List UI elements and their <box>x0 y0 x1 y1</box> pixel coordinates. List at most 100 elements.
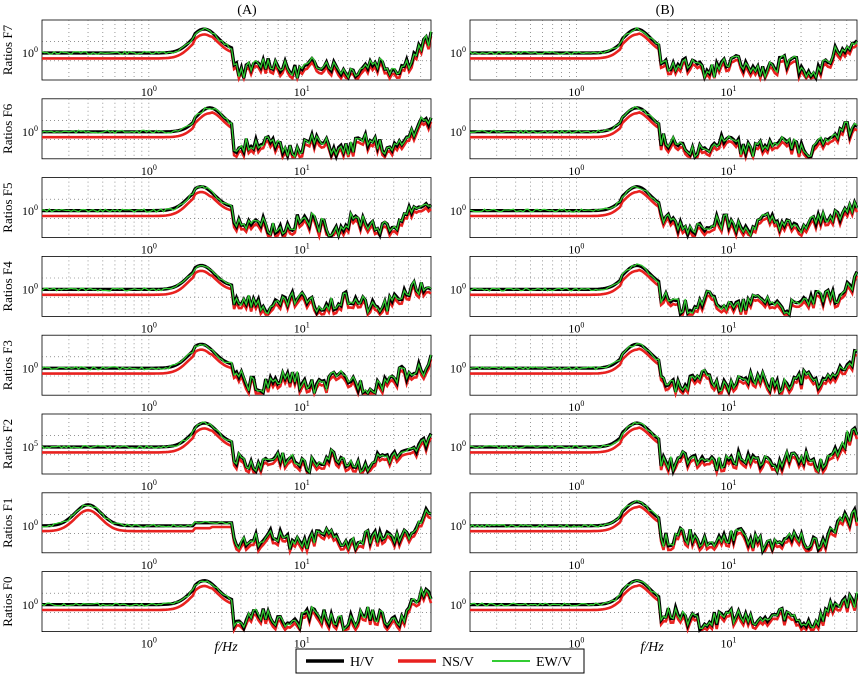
y-tick-label: 100 <box>22 124 38 139</box>
y-axis-label: Ratios F7 <box>0 24 15 75</box>
panel-a-5: 105 100 101 Ratios F2 <box>0 413 433 493</box>
series-nsv <box>470 32 858 83</box>
y-tick-label: 100 <box>22 45 38 60</box>
x-tick-label: 101 <box>720 163 736 178</box>
series-ewv <box>41 27 432 80</box>
y-tick-label: 100 <box>450 45 466 60</box>
panel-frame <box>41 334 432 396</box>
y-tick-label: 100 <box>450 203 466 218</box>
panel-a-3: 100 100 101 Ratios F4 <box>0 255 432 335</box>
y-axis-label: Ratios F6 <box>0 103 15 154</box>
series-ewv <box>469 185 858 238</box>
panel-a-6: 100 100 101 Ratios F1 <box>0 492 432 572</box>
x-tick-label: 101 <box>294 478 310 493</box>
x-tick-label: 100 <box>141 84 157 99</box>
x-tick-label: 101 <box>720 84 736 99</box>
series-ewv <box>469 263 858 316</box>
x-tick-label: 101 <box>294 163 310 178</box>
y-tick-label: 100 <box>450 597 466 612</box>
panel-a-4: 100 100 101 Ratios F3 <box>0 334 433 414</box>
x-tick-label: 101 <box>720 636 736 651</box>
x-tick-label: 100 <box>141 636 157 651</box>
x-tick-label: 101 <box>294 557 310 572</box>
series-ewv <box>41 264 432 315</box>
y-axis-label: Ratios F5 <box>0 182 15 232</box>
y-axis-label: Ratios F1 <box>0 498 15 548</box>
x-tick-label: 100 <box>141 557 157 572</box>
y-tick-label: 100 <box>22 518 38 533</box>
panel-frame <box>469 19 858 81</box>
panel-b-1: 100 100 101 <box>450 98 858 178</box>
panel-b-0: 100 100 101 <box>450 19 858 99</box>
x-tick-label: 100 <box>568 478 584 493</box>
series-ewv <box>469 421 858 474</box>
y-tick-label: 100 <box>22 203 38 218</box>
y-axis-label: Ratios F0 <box>0 576 15 626</box>
panel-a-7: 100 100 101 Ratios F0 <box>0 571 433 651</box>
panel-a-0: 100 100 101 Ratios F7 <box>0 19 433 99</box>
x-tick-label: 101 <box>720 242 736 257</box>
x-tick-label: 100 <box>568 242 584 257</box>
x-axis-label-b: f/Hz <box>640 640 664 655</box>
series-ewv <box>469 105 858 159</box>
series-ewv <box>469 343 858 394</box>
panel-a-2: 100 100 101 Ratios F5 <box>0 177 433 257</box>
legend-label-ewv: EW/V <box>536 655 572 670</box>
y-tick-label: 100 <box>450 360 466 375</box>
panel-b-4: 100 100 101 <box>450 334 858 414</box>
y-tick-label: 100 <box>450 518 466 533</box>
column-label-b: (B) <box>656 3 675 18</box>
y-tick-label: 105 <box>22 439 38 454</box>
x-tick-label: 101 <box>720 557 736 572</box>
series-ewv <box>41 421 432 474</box>
x-tick-label: 101 <box>720 320 736 335</box>
x-tick-label: 100 <box>568 84 584 99</box>
x-tick-label: 100 <box>568 320 584 335</box>
y-axis-label: Ratios F3 <box>0 340 15 390</box>
y-axis-label: Ratios F2 <box>0 419 15 469</box>
x-tick-label: 101 <box>294 84 310 99</box>
y-tick-label: 100 <box>450 124 466 139</box>
x-tick-label: 101 <box>720 399 736 414</box>
x-tick-label: 101 <box>294 636 310 651</box>
series-ewv <box>469 26 858 80</box>
x-tick-label: 101 <box>294 399 310 414</box>
series-nsv <box>41 508 432 556</box>
y-tick-label: 100 <box>450 282 466 297</box>
panel-frame <box>469 98 858 160</box>
x-tick-label: 100 <box>141 320 157 335</box>
legend-label-hv: H/V <box>350 655 374 670</box>
panel-b-5: 100 100 101 <box>450 413 858 493</box>
x-tick-label: 101 <box>294 242 310 257</box>
panel-b-2: 100 100 101 <box>450 177 858 257</box>
x-axis-label-a: f/Hz <box>214 640 238 655</box>
x-tick-label: 100 <box>568 399 584 414</box>
panel-a-1: 100 100 101 Ratios F6 <box>0 98 433 178</box>
x-tick-label: 100 <box>568 557 584 572</box>
x-tick-label: 100 <box>141 163 157 178</box>
x-tick-label: 100 <box>141 399 157 414</box>
series-ewv <box>41 185 432 238</box>
series-nsv <box>470 189 858 240</box>
series-ewv <box>41 106 432 159</box>
y-axis-label: Ratios F4 <box>0 261 15 312</box>
series-nsv <box>42 190 432 241</box>
x-tick-label: 101 <box>720 478 736 493</box>
x-tick-label: 100 <box>568 636 584 651</box>
panel-b-3: 100 100 101 <box>450 255 858 335</box>
panel-b-7: 100 100 101 <box>450 571 858 651</box>
series-ewv <box>469 499 858 553</box>
series-ewv <box>41 504 432 551</box>
x-tick-label: 100 <box>568 163 584 178</box>
series-nsv <box>470 583 858 634</box>
column-label-a: (A) <box>237 3 257 18</box>
series-ewv <box>41 580 432 632</box>
x-tick-label: 100 <box>141 242 157 257</box>
legend-label-nsv: NS/V <box>442 655 474 670</box>
legend: H/V NS/V EW/V <box>295 648 585 674</box>
y-tick-label: 100 <box>22 360 38 375</box>
series-ewv <box>469 579 858 630</box>
y-tick-label: 100 <box>450 439 466 454</box>
